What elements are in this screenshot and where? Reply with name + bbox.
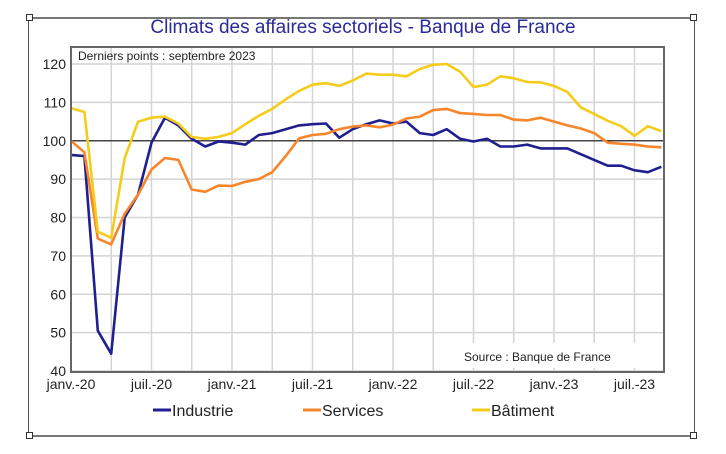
x-tick-label: janv.-23 [529,376,579,392]
x-tick-label: janv.-21 [207,376,257,392]
x-tick-label: juil.-22 [452,376,494,392]
y-tick-label: 50 [50,325,66,341]
x-tick-label: juil.-21 [291,376,333,392]
y-tick-label: 100 [43,133,67,149]
resize-handle[interactable] [26,432,33,439]
y-tick-label: 40 [50,363,66,379]
y-tick-label: 120 [43,56,67,72]
source-label: Source : Banque de France [464,350,611,364]
source-box [455,343,660,368]
x-tick-label: juil.-20 [130,376,172,392]
y-tick-label: 60 [50,286,66,302]
legend-label: Industrie [172,403,233,420]
x-tick-label: juil.-23 [613,376,655,392]
plot-area [71,47,664,372]
y-tick-label: 80 [50,210,66,226]
legend-label: Services [322,403,383,420]
chart-title: Climats des affaires sectoriels - Banque… [150,17,576,38]
legend-label: Bâtiment [491,403,555,420]
plot-border [70,46,665,373]
x-tick-label: janv.-22 [368,376,418,392]
resize-handle[interactable] [26,14,33,21]
y-tick-label: 70 [50,248,66,264]
y-tick-label: 110 [44,94,67,110]
series-line-services [70,107,662,246]
last-points-annotation: Derniers points : septembre 2023 [78,49,256,63]
chart-frame [28,17,695,437]
resize-handle[interactable] [690,14,697,21]
series-line-btiment [70,62,662,240]
resize-handle[interactable] [690,432,697,439]
y-tick-label: 90 [50,171,66,187]
x-tick-label: janv.-20 [46,376,96,392]
